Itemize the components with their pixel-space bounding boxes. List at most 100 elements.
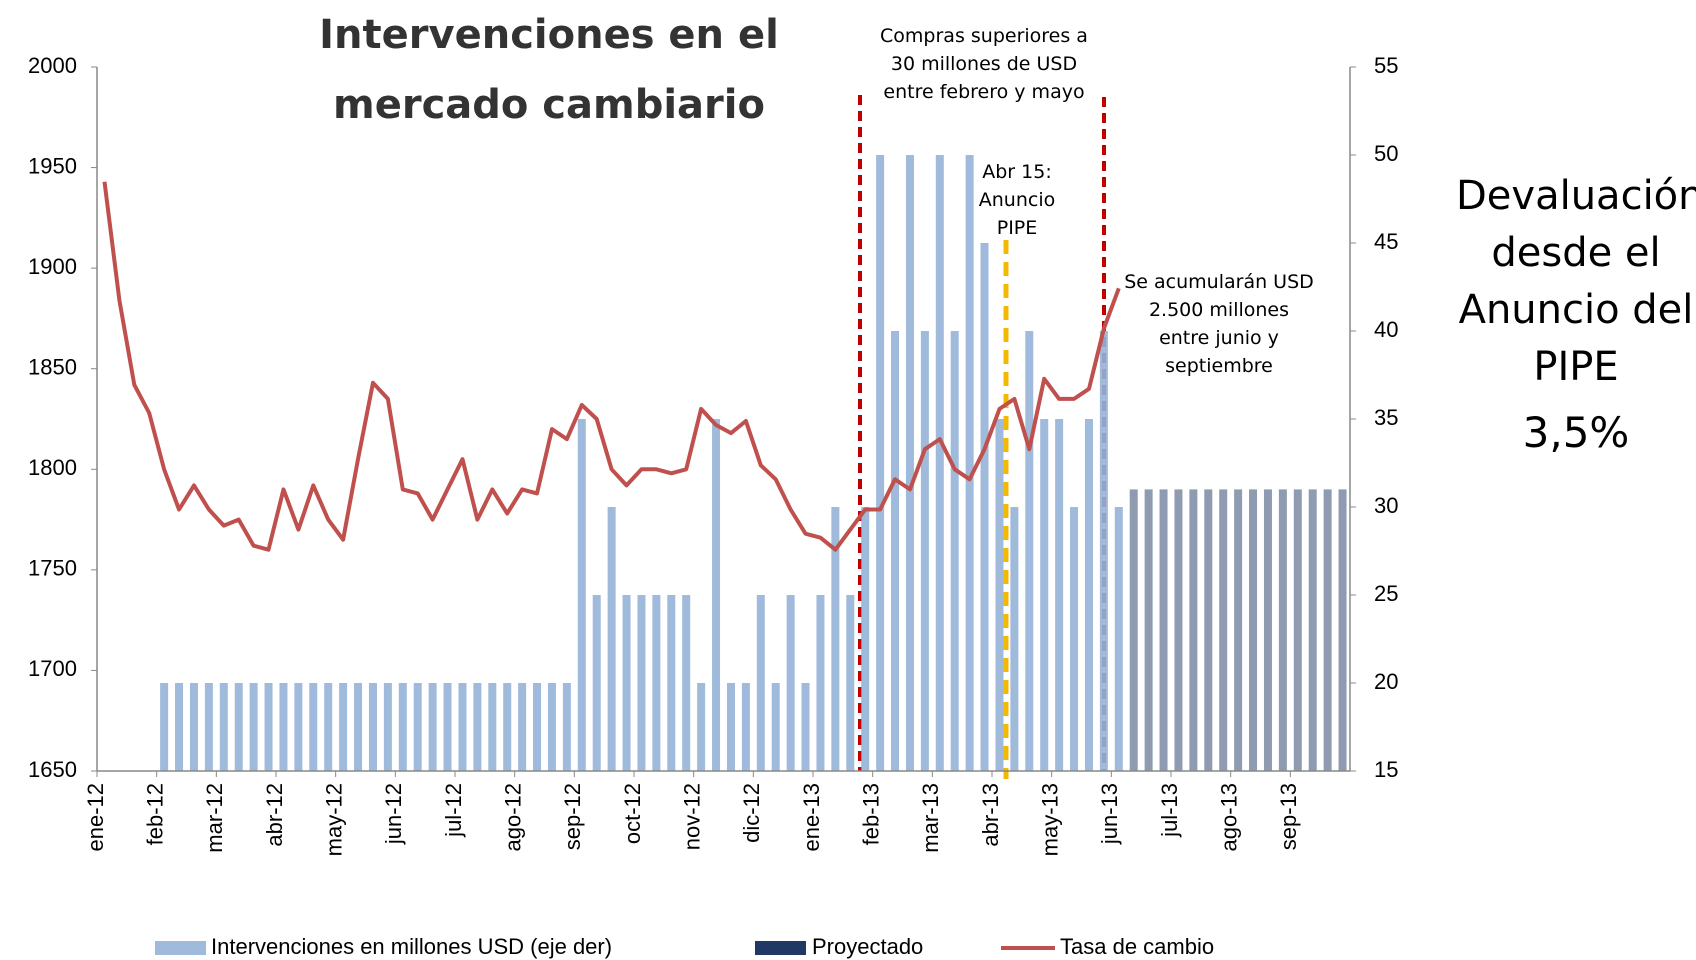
bar xyxy=(1219,489,1228,771)
bar xyxy=(443,683,452,771)
annotation: Devaluación desde el Anuncio del PIPE xyxy=(1456,173,1696,390)
bar xyxy=(428,683,437,771)
bar xyxy=(1070,507,1079,771)
bar xyxy=(204,683,213,771)
bar xyxy=(712,419,721,771)
bar xyxy=(1234,489,1243,771)
bar xyxy=(950,331,959,771)
bar xyxy=(1189,489,1198,771)
x-tick-label: abr-13 xyxy=(978,783,1003,847)
bar xyxy=(592,595,601,771)
bar xyxy=(891,331,900,771)
bar xyxy=(1204,489,1213,771)
y2-tick-label: 35 xyxy=(1374,405,1398,430)
bar xyxy=(1278,489,1287,771)
bar xyxy=(398,683,407,771)
x-tick-label: nov-12 xyxy=(679,783,704,850)
bar xyxy=(175,683,184,771)
bar xyxy=(667,595,676,771)
bar xyxy=(160,683,169,771)
y2-tick-label: 30 xyxy=(1374,493,1398,518)
x-tick-label: ago-12 xyxy=(500,783,525,852)
bar xyxy=(622,595,631,771)
bar xyxy=(741,683,750,771)
y-tick-label: 1950 xyxy=(28,153,77,178)
legend-label: Proyectado xyxy=(812,934,923,959)
bar xyxy=(577,419,586,771)
bar xyxy=(324,683,333,771)
legend-swatch xyxy=(755,941,806,955)
y-tick-label: 1650 xyxy=(28,757,77,782)
bar xyxy=(1040,419,1049,771)
bar xyxy=(1263,489,1272,771)
bar xyxy=(816,595,825,771)
bar xyxy=(562,683,571,771)
bar xyxy=(264,683,273,771)
bar xyxy=(607,507,616,771)
bar xyxy=(1010,507,1019,771)
bar xyxy=(234,683,243,771)
y2-tick-label: 20 xyxy=(1374,669,1398,694)
bar xyxy=(354,683,363,771)
bar xyxy=(189,683,198,771)
annotation: Abr 15: Anuncio PIPE xyxy=(978,161,1056,239)
y-tick-label: 1700 xyxy=(28,656,77,681)
bar xyxy=(309,683,318,771)
x-tick-label: dic-12 xyxy=(739,783,764,843)
bar xyxy=(533,683,542,771)
x-tick-label: jun-12 xyxy=(381,783,406,845)
y2-tick-label: 40 xyxy=(1374,317,1398,342)
x-tick-label: ago-13 xyxy=(1216,783,1241,852)
x-tick-label: mar-12 xyxy=(202,783,227,853)
x-tick-label: jun-13 xyxy=(1097,783,1122,845)
bar xyxy=(1308,489,1317,771)
legend-label: Intervenciones en millones USD (eje der) xyxy=(211,934,612,959)
y-tick-label: 1900 xyxy=(28,254,77,279)
bar xyxy=(920,331,929,771)
bar xyxy=(339,683,348,771)
bar xyxy=(413,683,422,771)
bar xyxy=(1249,489,1258,771)
bar xyxy=(219,683,228,771)
bar xyxy=(876,155,885,771)
y2-tick-label: 45 xyxy=(1374,229,1398,254)
bar xyxy=(786,595,795,771)
x-tick-label: abr-12 xyxy=(262,783,287,847)
y-tick-label: 1750 xyxy=(28,556,77,581)
bar xyxy=(1144,489,1153,771)
bar xyxy=(846,595,855,771)
bar xyxy=(905,155,914,771)
bar xyxy=(1159,489,1168,771)
bar xyxy=(279,683,288,771)
bar xyxy=(488,683,497,771)
bar xyxy=(458,683,467,771)
bar xyxy=(518,683,527,771)
bar xyxy=(368,683,377,771)
bar xyxy=(383,683,392,771)
bar xyxy=(1293,489,1302,771)
bar xyxy=(503,683,512,771)
bar xyxy=(1084,419,1093,771)
bar xyxy=(637,595,646,771)
legend-label: Tasa de cambio xyxy=(1060,934,1214,959)
bar xyxy=(547,683,556,771)
bar xyxy=(652,595,661,771)
x-tick-label: sep-12 xyxy=(560,783,585,850)
bar xyxy=(995,419,1004,771)
bar xyxy=(726,683,735,771)
bar xyxy=(801,683,810,771)
y-tick-label: 2000 xyxy=(28,53,77,78)
x-tick-label: feb-13 xyxy=(858,783,883,845)
bar xyxy=(1338,489,1347,771)
x-tick-label: may-13 xyxy=(1037,783,1062,856)
y-tick-label: 1850 xyxy=(28,355,77,380)
annotation: Se acumularán USD 2.500 millones entre j… xyxy=(1124,271,1314,377)
bar xyxy=(294,683,303,771)
x-tick-label: jul-13 xyxy=(1157,783,1182,838)
x-tick-label: ene-12 xyxy=(83,783,108,852)
y2-tick-label: 50 xyxy=(1374,141,1398,166)
bar xyxy=(1129,489,1138,771)
bar xyxy=(697,683,706,771)
